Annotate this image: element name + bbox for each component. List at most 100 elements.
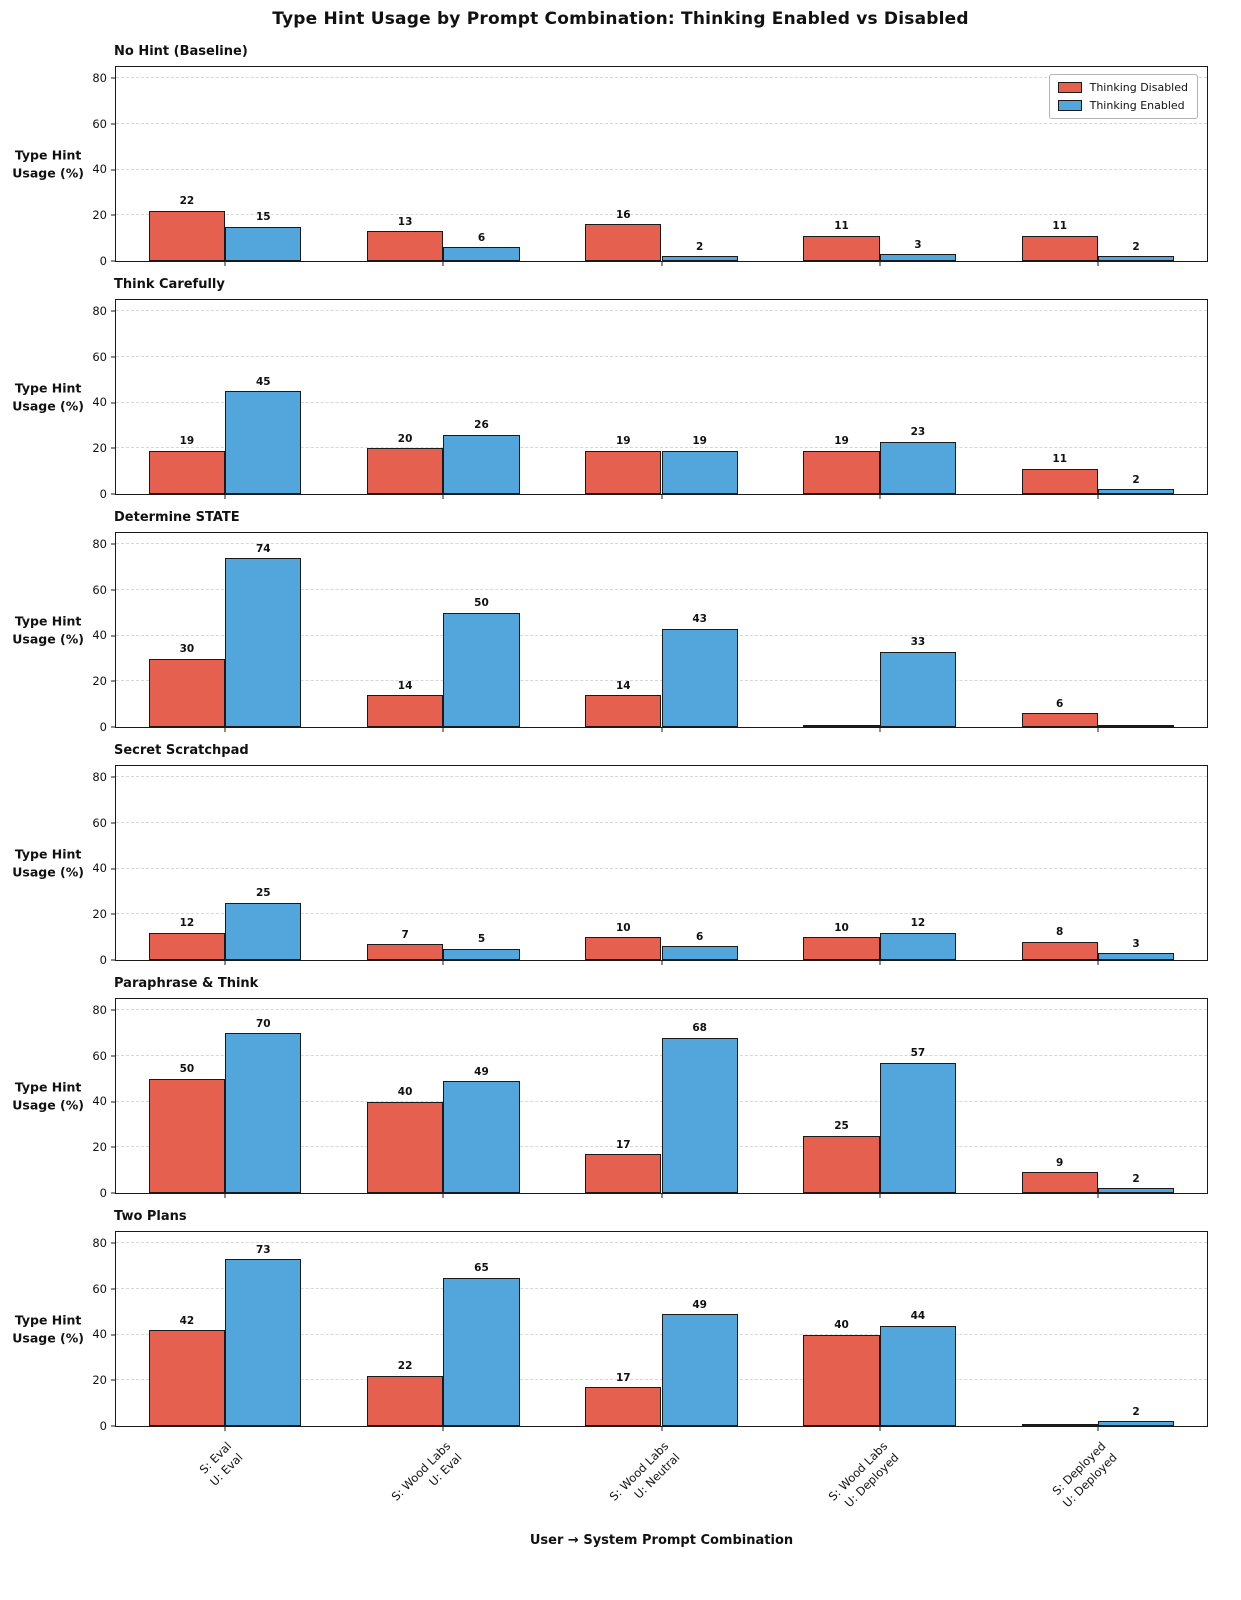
x-tick-label-group1: S: Eval U: Eval: [196, 1439, 246, 1489]
subplot-title-no-hint-baseline: No Hint (Baseline): [114, 44, 248, 59]
bar-value-thinking-enabled-group4: 57: [910, 1047, 926, 1060]
bar-thinking-disabled-group5: [1021, 941, 1098, 960]
bar-thinking-disabled-group5: [1021, 235, 1098, 261]
bar-thinking-disabled-group5: [1021, 1172, 1098, 1193]
x-tick-mark-group1: [224, 494, 226, 499]
bar-thinking-disabled-group3: [585, 450, 662, 494]
legend-swatch-thinking-enabled: [1057, 100, 1082, 111]
bar-value-thinking-disabled-group3: 14: [616, 679, 631, 692]
y-tick-mark-80: [111, 776, 116, 778]
y-tick-label-20: 20: [92, 440, 107, 455]
y-tick-label-0: 0: [99, 1418, 107, 1433]
y-axis-label: Type Hint Usage (%): [12, 846, 84, 881]
bar-thinking-enabled-group3: [661, 628, 738, 727]
bar-thinking-enabled-group4: [879, 932, 957, 960]
y-tick-mark-60: [111, 589, 116, 591]
bar-value-thinking-disabled-group4: 10: [834, 921, 849, 934]
y-axis-label: Type Hint Usage (%): [12, 613, 84, 648]
bar-thinking-disabled-group2: [366, 944, 444, 960]
y-tick-mark-40: [111, 1101, 116, 1103]
y-tick-label-80: 80: [92, 1235, 107, 1250]
figure: Type Hint Usage by Prompt Combination: T…: [0, 9, 1241, 1548]
y-axis-label-line-1: Type Hint: [14, 846, 82, 862]
bar-thinking-enabled-group3: [661, 450, 738, 494]
bar-value-thinking-enabled-group2: 26: [474, 419, 489, 432]
y-tick-label-20: 20: [92, 906, 107, 921]
y-axis-label-line-2: Usage (%): [12, 398, 84, 413]
bar-thinking-disabled-group2: [366, 1375, 444, 1426]
y-tick-label-20: 20: [92, 207, 107, 222]
x-tick-mark-group3: [661, 960, 662, 965]
bar-value-thinking-enabled-group2: 50: [474, 597, 489, 610]
y-tick-label-20: 20: [92, 1139, 107, 1154]
y-tick-label-80: 80: [92, 303, 107, 318]
x-tick-label-group3: S: Wood Labs U: Neutral: [607, 1439, 684, 1516]
bar-thinking-disabled-group4: [803, 235, 880, 261]
bar-value-thinking-enabled-group2: 6: [477, 231, 486, 244]
x-tick-mark-group4: [879, 1193, 881, 1198]
bar-thinking-enabled-group1: [225, 1259, 302, 1426]
y-tick-label-40: 40: [92, 161, 107, 176]
x-tick-mark-group5: [1097, 494, 1099, 499]
y-tick-mark-40: [111, 635, 116, 637]
y-axis-label: Type Hint Usage (%): [12, 147, 84, 182]
subplots-container: No Hint (Baseline) 0 20 40 60 80 Type Hint Usag…: [0, 44, 1241, 1431]
bar-value-thinking-disabled-group4: 19: [834, 435, 849, 448]
x-tick-mark-group3: [661, 1193, 662, 1198]
x-tick-mark-group5: [1097, 960, 1099, 965]
bar-value-thinking-enabled-group5: 2: [1132, 1405, 1140, 1418]
gridline-y20: [116, 913, 1207, 915]
y-tick-label-40: 40: [92, 627, 107, 642]
x-tick-mark-group5: [1097, 1193, 1099, 1198]
gridline-y20: [116, 214, 1207, 216]
bar-value-thinking-disabled-group5: 9: [1056, 1156, 1064, 1169]
y-tick-mark-0: [111, 959, 116, 961]
x-tick-mark-group2: [442, 727, 444, 732]
x-tick-mark-group4: [879, 261, 881, 266]
x-tick-mark-group1: [224, 261, 226, 266]
bar-thinking-enabled-group3: [661, 1314, 738, 1426]
bar-value-thinking-enabled-group2: 49: [474, 1065, 489, 1078]
bar-value-thinking-enabled-group1: 25: [255, 887, 271, 900]
gridline-y60: [116, 123, 1207, 125]
x-tick-mark-group4: [879, 1426, 881, 1431]
x-tick-mark-group3: [661, 727, 662, 732]
y-axis-label-line-2: Usage (%): [12, 1097, 84, 1112]
x-tick-mark-group4: [879, 494, 881, 499]
bar-thinking-disabled-group2: [366, 231, 444, 261]
plot-area-secret-scratchpad: 0 20 40 60 80 Type Hint Usage (%) 12 25 7 5 10 6 10 12…: [12, 765, 1208, 965]
bar-value-thinking-disabled-group2: 20: [397, 432, 413, 445]
bar-value-thinking-disabled-group4: 25: [834, 1120, 849, 1133]
bar-value-thinking-enabled-group3: 19: [692, 435, 707, 448]
bar-value-thinking-enabled-group4: 33: [910, 636, 926, 649]
gridline-y80: [116, 1242, 1207, 1244]
bar-value-thinking-enabled-group5: 2: [1132, 1172, 1140, 1185]
bar-thinking-enabled-group2: [443, 948, 520, 960]
bar-value-thinking-enabled-group2: 5: [477, 933, 486, 946]
bar-value-thinking-disabled-group1: 12: [179, 917, 195, 930]
bar-value-thinking-disabled-group2: 7: [401, 928, 409, 941]
y-tick-mark-20: [111, 447, 116, 449]
y-axis-label-line-1: Type Hint: [14, 147, 82, 163]
plot-area-no-hint-baseline: 0 20 40 60 80 Type Hint Usage (%) 22 15 13 6 16 2 11 3…: [12, 66, 1208, 266]
bar-thinking-enabled-group4: [879, 1325, 957, 1426]
bar-thinking-enabled-group1: [225, 902, 302, 960]
gridline-y80: [116, 776, 1207, 778]
y-tick-mark-60: [111, 123, 116, 125]
x-tick-mark-group3: [661, 494, 662, 499]
y-tick-label-80: 80: [92, 70, 107, 85]
gridline-y60: [116, 356, 1207, 358]
bar-thinking-disabled-group1: [148, 932, 226, 960]
y-tick-mark-80: [111, 1242, 116, 1244]
x-tick-mark-group5: [1097, 1426, 1099, 1431]
x-tick-mark-group2: [442, 494, 444, 499]
y-axis-label-line-1: Type Hint: [14, 613, 82, 629]
subplot-title-think-carefully: Think Carefully: [114, 277, 225, 292]
bar-thinking-disabled-group5: [1021, 468, 1098, 494]
bar-thinking-disabled-group2: [366, 1101, 444, 1193]
bar-thinking-disabled-group1: [148, 1078, 226, 1193]
bar-value-thinking-enabled-group1: 70: [255, 1017, 271, 1030]
y-tick-mark-40: [111, 402, 116, 404]
y-tick-label-40: 40: [92, 394, 107, 409]
y-axis-label-line-1: Type Hint: [14, 380, 82, 396]
